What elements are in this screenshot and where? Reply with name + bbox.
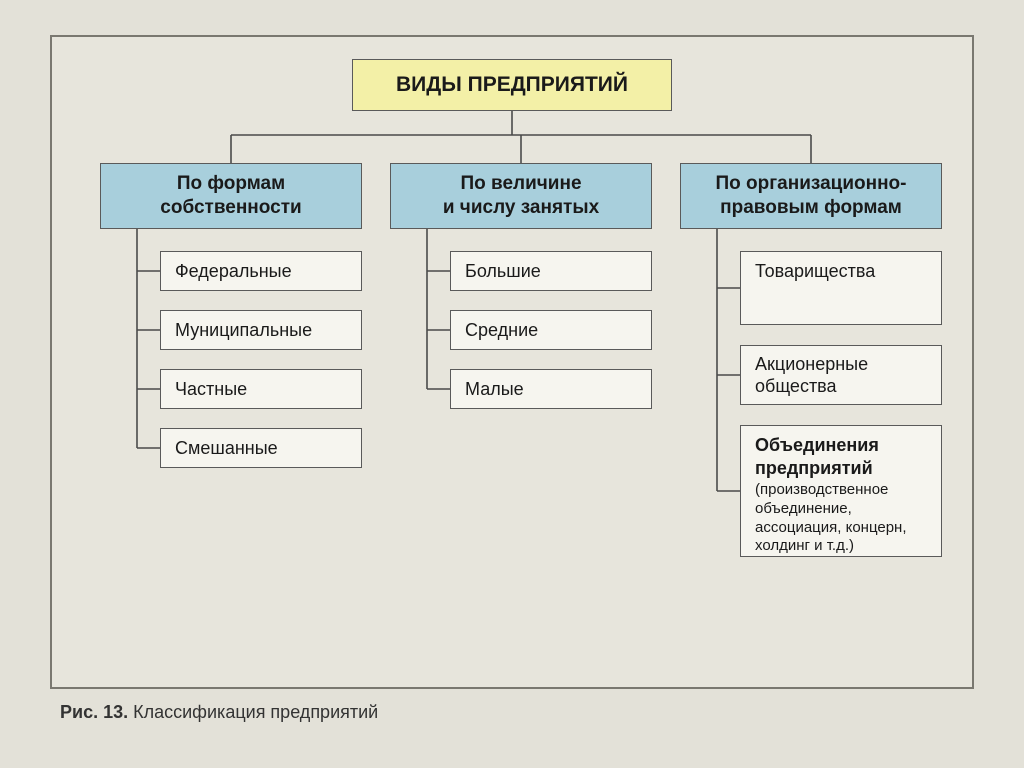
- leaf-label: Смешанные: [175, 437, 278, 460]
- diagram-frame: ВИДЫ ПРЕДПРИЯТИЙ По формам собственности…: [50, 35, 974, 689]
- leaf-ownership-1: Муниципальные: [160, 310, 362, 350]
- root-label: ВИДЫ ПРЕДПРИЯТИЙ: [396, 72, 628, 98]
- leaf-label: Федеральные: [175, 260, 292, 283]
- leaf-size-0: Большие: [450, 251, 652, 291]
- leaf-label: Объединения предприятий: [755, 434, 933, 479]
- category-legal: По организационно- правовым формам: [680, 163, 942, 229]
- leaf-sublabel: (производственное объединение, ассоциаци…: [755, 481, 933, 556]
- caption-text: Классификация предприятий: [133, 702, 378, 722]
- leaf-label: Средние: [465, 319, 538, 342]
- category-label-line1: По величине: [460, 172, 581, 196]
- leaf-size-2: Малые: [450, 369, 652, 409]
- leaf-label: Муниципальные: [175, 319, 312, 342]
- category-label-line2: правовым формам: [720, 196, 902, 220]
- caption-prefix: Рис. 13.: [60, 702, 128, 722]
- leaf-legal-1: Акционерные общества: [740, 345, 942, 405]
- leaf-ownership-2: Частные: [160, 369, 362, 409]
- leaf-label: Частные: [175, 378, 247, 401]
- leaf-legal-2: Объединения предприятий (производственно…: [740, 425, 942, 557]
- category-size: По величине и числу занятых: [390, 163, 652, 229]
- figure-caption: Рис. 13. Классификация предприятий: [60, 702, 378, 723]
- leaf-ownership-0: Федеральные: [160, 251, 362, 291]
- leaf-ownership-3: Смешанные: [160, 428, 362, 468]
- leaf-label: Большие: [465, 260, 541, 283]
- category-ownership: По формам собственности: [100, 163, 362, 229]
- category-label-line1: По организационно-: [715, 172, 906, 196]
- category-label-line2: и числу занятых: [443, 196, 599, 220]
- page: ВИДЫ ПРЕДПРИЯТИЙ По формам собственности…: [0, 0, 1024, 768]
- leaf-label: Акционерные общества: [755, 353, 933, 398]
- leaf-label: Товарищества: [755, 260, 875, 283]
- category-label-line1: По формам: [177, 172, 285, 196]
- leaf-legal-0: Товарищества: [740, 251, 942, 325]
- category-label-line2: собственности: [160, 196, 301, 220]
- root-node: ВИДЫ ПРЕДПРИЯТИЙ: [352, 59, 672, 111]
- leaf-size-1: Средние: [450, 310, 652, 350]
- leaf-label: Малые: [465, 378, 524, 401]
